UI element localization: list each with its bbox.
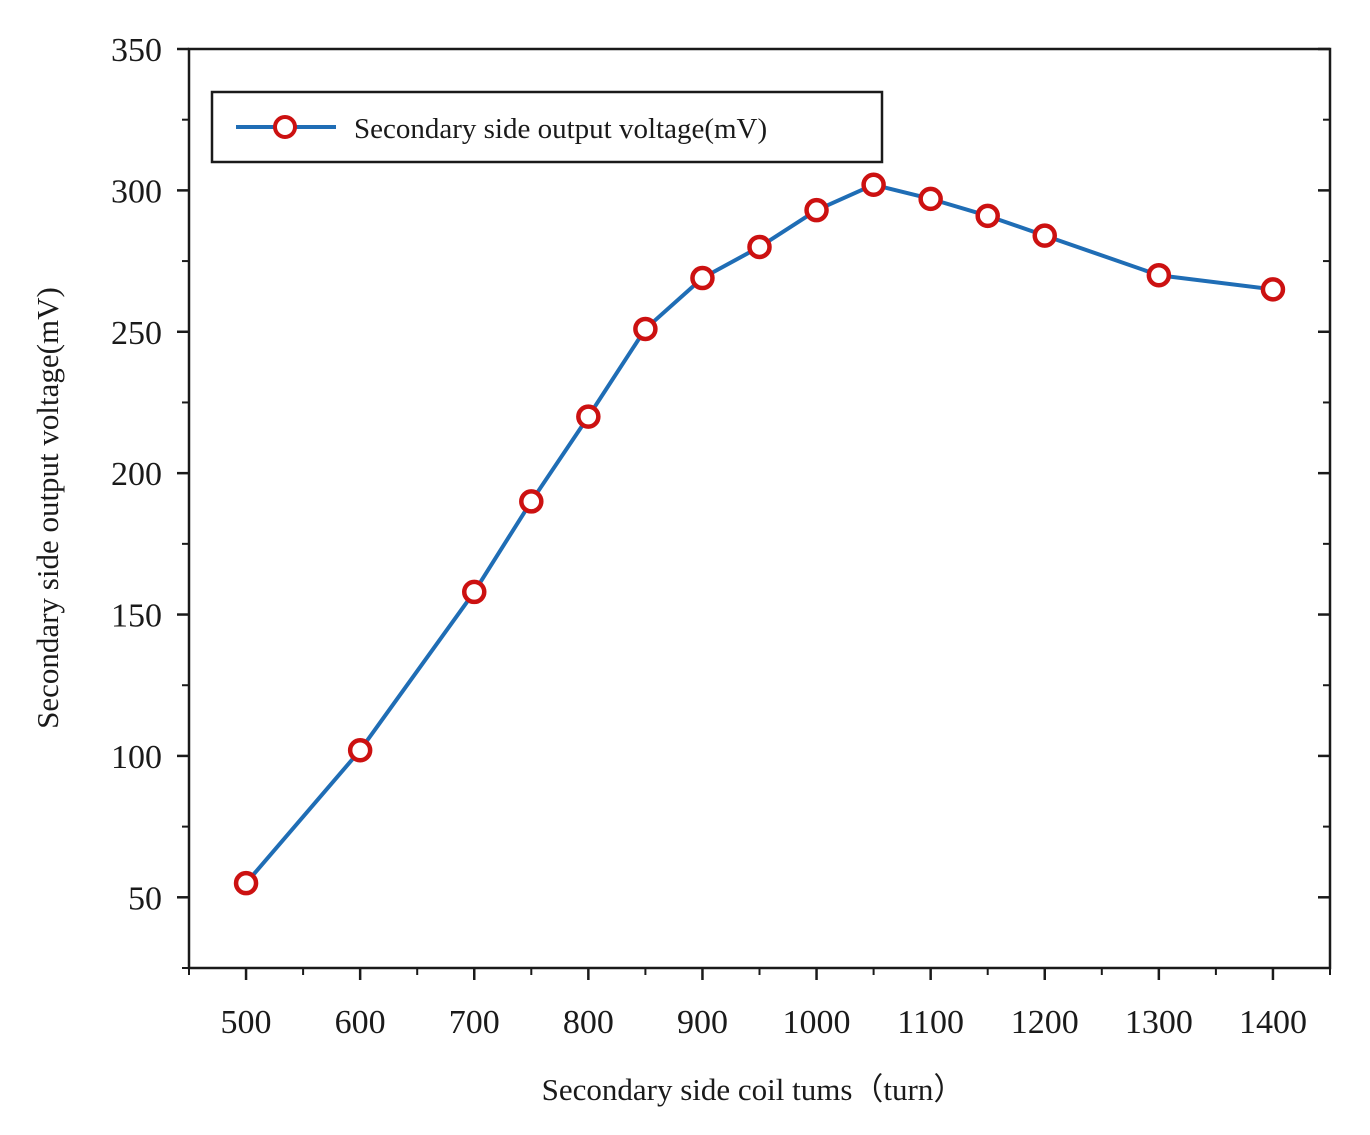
x-tick-label: 1100	[897, 1004, 964, 1041]
y-tick-label: 350	[111, 32, 162, 69]
x-tick-label: 600	[335, 1004, 386, 1041]
data-point	[918, 186, 943, 212]
plot-frame	[187, 47, 1332, 970]
data-point	[233, 870, 259, 896]
data-point	[462, 579, 487, 605]
data-series	[233, 172, 1286, 896]
y-tick-label: 250	[111, 315, 162, 352]
x-tick-label: 1300	[1125, 1004, 1193, 1041]
data-point	[1260, 277, 1286, 302]
series-line	[244, 182, 1274, 885]
legend: Secondary side output voltage(mV)	[210, 90, 884, 164]
data-point	[747, 234, 772, 260]
x-tick-label: 1200	[1011, 1004, 1079, 1041]
x-tick-label: 1000	[783, 1004, 851, 1041]
data-point	[633, 316, 658, 342]
axis-ticks	[177, 47, 1331, 980]
legend-marker-swatch	[273, 115, 297, 139]
y-tick-label: 200	[111, 456, 162, 493]
y-tick-label: 150	[111, 598, 162, 635]
data-point	[347, 738, 373, 763]
data-point	[861, 172, 886, 197]
data-point	[1146, 262, 1172, 288]
x-tick-label: 500	[221, 1004, 272, 1041]
x-tick-label: 900	[677, 1004, 728, 1041]
x-axis-title: Secondary side coil tums（turn）	[542, 1072, 965, 1107]
x-tick-label: 1400	[1239, 1004, 1307, 1041]
data-point	[690, 265, 715, 291]
y-tick-label: 50	[128, 880, 162, 917]
x-tick-labels: 500 600 700 800 900 1000 1100 1200 1300 1400	[221, 1004, 1307, 1041]
data-point	[519, 489, 544, 514]
x-tick-label: 700	[449, 1004, 500, 1041]
data-point	[975, 203, 1000, 229]
data-point	[576, 404, 601, 429]
y-tick-label: 100	[111, 739, 162, 776]
y-axis-title: Secondary side output voltage(mV)	[30, 287, 65, 729]
legend-label: Secondary side output voltage(mV)	[354, 113, 767, 145]
x-tick-label: 800	[563, 1004, 614, 1041]
y-tick-labels: 50 100 150 200 250 300 350	[111, 32, 162, 917]
data-point	[804, 197, 829, 223]
y-tick-label: 300	[111, 173, 162, 210]
data-point	[1032, 223, 1057, 248]
